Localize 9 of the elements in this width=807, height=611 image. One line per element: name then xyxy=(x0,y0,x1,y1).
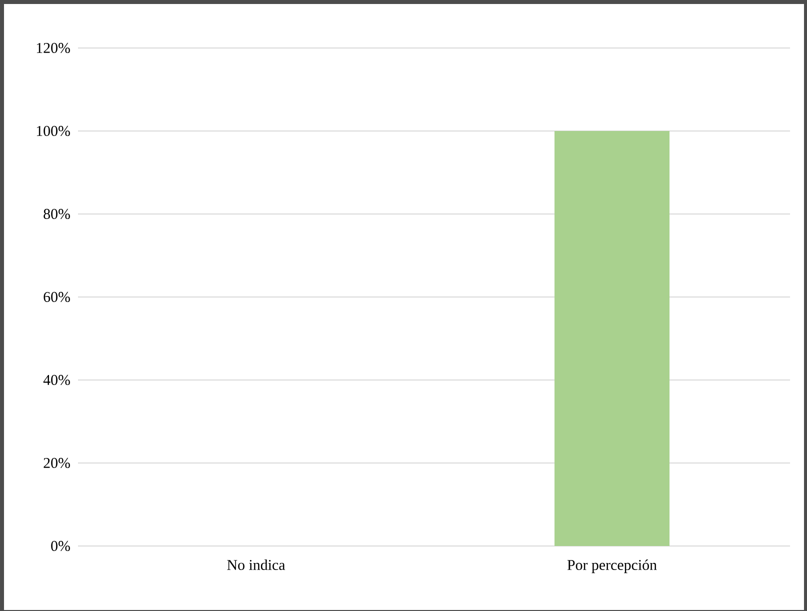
x-tick-label: Por percepción xyxy=(567,560,657,574)
x-tick-label: No indica xyxy=(227,560,286,570)
y-tick-label: 20% xyxy=(44,458,70,468)
y-tick-label: 40% xyxy=(43,374,70,386)
y-tick-label: 100% xyxy=(36,126,70,136)
y-tick-label: 120% xyxy=(36,42,70,54)
y-tick-label: 0% xyxy=(51,540,70,552)
y-tick-label: 80% xyxy=(44,208,70,220)
y-tick-label: 60% xyxy=(44,292,70,302)
